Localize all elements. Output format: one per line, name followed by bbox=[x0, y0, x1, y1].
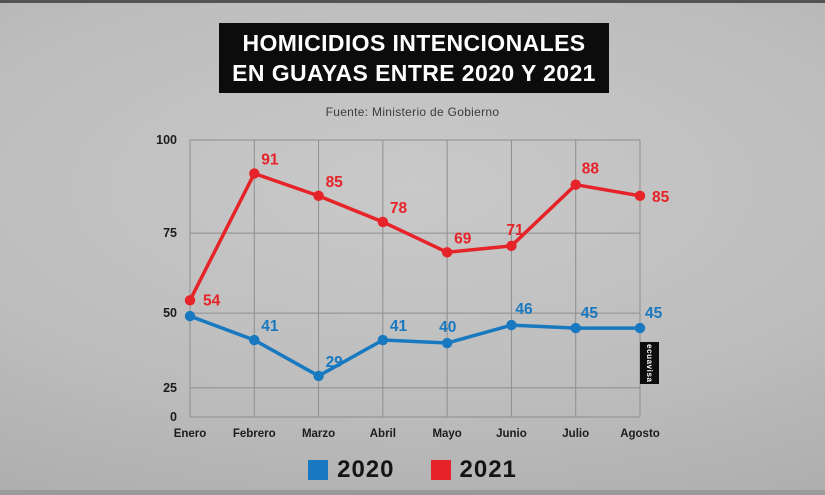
data-point-2020-enero bbox=[184, 310, 196, 322]
data-point-2020-agosto bbox=[634, 322, 646, 334]
series-line-2020 bbox=[188, 314, 642, 378]
chart-grid bbox=[189, 139, 641, 418]
ecuavisa-watermark: ecuavisa bbox=[640, 342, 659, 384]
legend-label-2021: 2021 bbox=[459, 456, 517, 483]
x-axis-month-label: Febrero bbox=[233, 428, 276, 440]
data-label-2021-febrero: 91 bbox=[261, 152, 279, 169]
data-label-2020-febrero: 41 bbox=[261, 318, 279, 335]
data-label-2020-junio: 46 bbox=[515, 301, 533, 318]
y-axis-tick-label: 25 bbox=[163, 381, 177, 395]
data-label-2021-junio: 71 bbox=[506, 222, 524, 239]
data-point-2021-enero bbox=[184, 295, 196, 306]
data-label-2021-abril: 78 bbox=[390, 200, 408, 217]
bottom-edge-strip bbox=[0, 490, 825, 495]
data-label-2021-enero: 54 bbox=[203, 292, 221, 309]
data-point-2020-mayo bbox=[441, 337, 453, 349]
data-label-2020-abril: 41 bbox=[390, 318, 408, 335]
data-label-2020-agosto: 45 bbox=[645, 305, 663, 322]
x-axis-month-label: Junio bbox=[496, 428, 527, 440]
data-label-2021-julio: 88 bbox=[582, 161, 600, 178]
top-edge-strip bbox=[0, 0, 825, 3]
data-point-2020-julio bbox=[570, 322, 581, 334]
x-axis-month-label: Marzo bbox=[302, 428, 335, 440]
data-point-2021-febrero bbox=[249, 168, 260, 179]
series-line-2021 bbox=[188, 171, 642, 303]
data-point-2020-junio bbox=[506, 319, 517, 331]
series-2020: 41 29 41 40 46 45 45 bbox=[184, 301, 663, 382]
x-axis-month-label: Agosto bbox=[620, 428, 660, 440]
data-point-2021-marzo bbox=[313, 190, 324, 202]
data-label-2020-julio: 45 bbox=[581, 305, 599, 322]
data-label-2021-agosto: 85 bbox=[652, 189, 670, 206]
source-caption: Fuente: Ministerio de Gobierno bbox=[325, 105, 500, 119]
x-axis-month-label: Mayo bbox=[432, 428, 461, 440]
y-axis-tick-label: 100 bbox=[156, 133, 177, 147]
data-point-2021-agosto bbox=[634, 190, 646, 202]
page-title-line1: HOMICIDIOS INTENCIONALES bbox=[242, 30, 586, 56]
series-2021: 54 91 85 78 69 71 88 85 bbox=[184, 152, 670, 309]
legend-swatch-2020 bbox=[308, 460, 329, 480]
data-label-2021-marzo: 85 bbox=[326, 174, 344, 191]
page-title-line2: EN GUAYAS ENTRE 2020 Y 2021 bbox=[232, 60, 596, 86]
data-point-2021-mayo bbox=[441, 247, 453, 258]
legend-label-2020: 2020 bbox=[337, 456, 395, 483]
data-label-2020-marzo: 29 bbox=[326, 354, 344, 371]
x-axis-month-label: Abril bbox=[370, 428, 396, 440]
data-point-2020-febrero bbox=[249, 334, 260, 346]
y-axis-tick-label: 0 bbox=[170, 410, 177, 424]
title-box: HOMICIDIOS INTENCIONALES EN GUAYAS ENTRE… bbox=[219, 23, 609, 93]
data-label-2020-mayo: 40 bbox=[439, 319, 456, 336]
data-point-2021-abril bbox=[377, 216, 389, 228]
data-point-2020-abril bbox=[377, 334, 389, 346]
y-axis-tick-label: 50 bbox=[163, 306, 177, 320]
x-axis-month-label: Julio bbox=[562, 428, 589, 440]
y-axis-tick-label: 75 bbox=[163, 226, 177, 240]
chart-legend: 2020 2021 bbox=[0, 456, 825, 484]
data-point-2021-julio bbox=[570, 179, 581, 190]
data-point-2020-marzo bbox=[313, 370, 324, 382]
data-point-2021-junio bbox=[506, 240, 517, 252]
data-label-2021-mayo: 69 bbox=[454, 230, 472, 247]
legend-swatch-2021 bbox=[430, 460, 451, 480]
legend-item-2020: 2020 bbox=[308, 456, 394, 484]
legend-item-2021: 2021 bbox=[430, 456, 517, 484]
x-axis-month-label: Enero bbox=[174, 428, 207, 440]
